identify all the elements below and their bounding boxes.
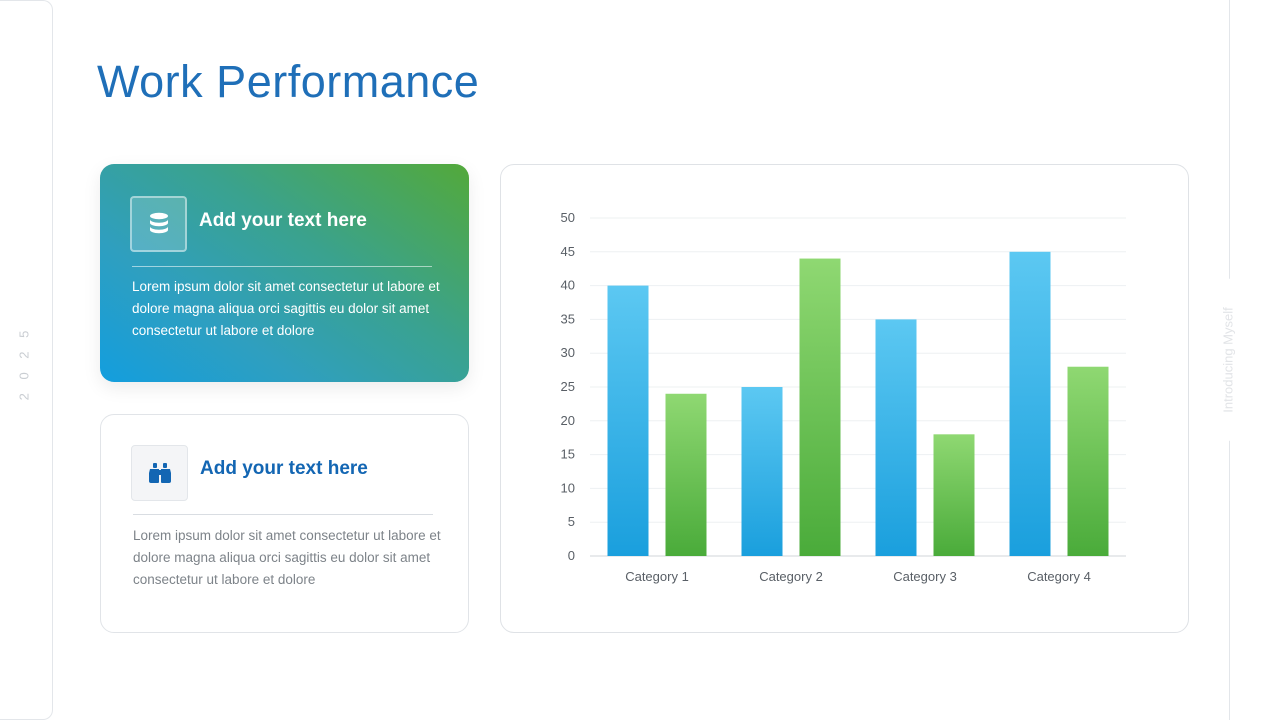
y-tick-label: 25 <box>561 379 575 394</box>
card-heading: Add your text here <box>199 210 367 231</box>
database-icon <box>130 196 187 252</box>
bar-blue-category-4 <box>1009 251 1051 557</box>
y-tick-label: 20 <box>561 413 575 428</box>
side-label: Introducing Myself <box>1220 279 1236 441</box>
x-tick-label: Category 2 <box>759 569 823 584</box>
y-tick-label: 50 <box>561 210 575 225</box>
x-tick-label: Category 1 <box>625 569 689 584</box>
y-tick-label: 5 <box>568 514 575 529</box>
card-divider <box>132 266 432 267</box>
y-tick-label: 45 <box>561 244 575 259</box>
card-divider <box>133 514 433 515</box>
y-tick-label: 40 <box>561 278 575 293</box>
y-tick-label: 30 <box>561 345 575 360</box>
bar-green-category-3 <box>933 434 975 556</box>
card-heading: Add your text here <box>200 458 368 479</box>
bar-green-category-2 <box>799 258 841 556</box>
card-body-text: Lorem ipsum dolor sit amet consectetur u… <box>132 279 440 338</box>
bar-blue-category-2 <box>741 387 783 556</box>
feature-card-secondary: Add your text here Lorem ipsum dolor sit… <box>100 414 469 633</box>
chart-panel: 0 5 10 15 20 25 30 35 40 45 50 Category 1 Category 2… <box>500 164 1189 633</box>
bar-green-category-1 <box>665 393 707 556</box>
binoculars-icon <box>131 445 188 501</box>
y-tick-label: 10 <box>561 480 575 495</box>
left-rail: 2 0 2 5 <box>0 0 53 720</box>
bar-blue-category-3 <box>875 319 917 556</box>
y-tick-label: 15 <box>561 447 575 462</box>
page-title: Work Performance <box>97 56 480 107</box>
y-tick-label: 35 <box>561 311 575 326</box>
x-tick-label: Category 4 <box>1027 569 1091 584</box>
bar-blue-category-1 <box>607 285 649 556</box>
y-tick-label: 0 <box>568 548 575 563</box>
feature-card-primary: Add your text here Lorem ipsum dolor sit… <box>100 164 469 382</box>
bar-green-category-4 <box>1067 366 1109 556</box>
bar-chart: 0 5 10 15 20 25 30 35 40 45 50 Category 1 Category 2… <box>561 210 1126 584</box>
card-body-text: Lorem ipsum dolor sit amet consectetur u… <box>133 528 441 587</box>
x-tick-label: Category 3 <box>893 569 957 584</box>
year-label: 2 0 2 5 <box>16 325 32 401</box>
